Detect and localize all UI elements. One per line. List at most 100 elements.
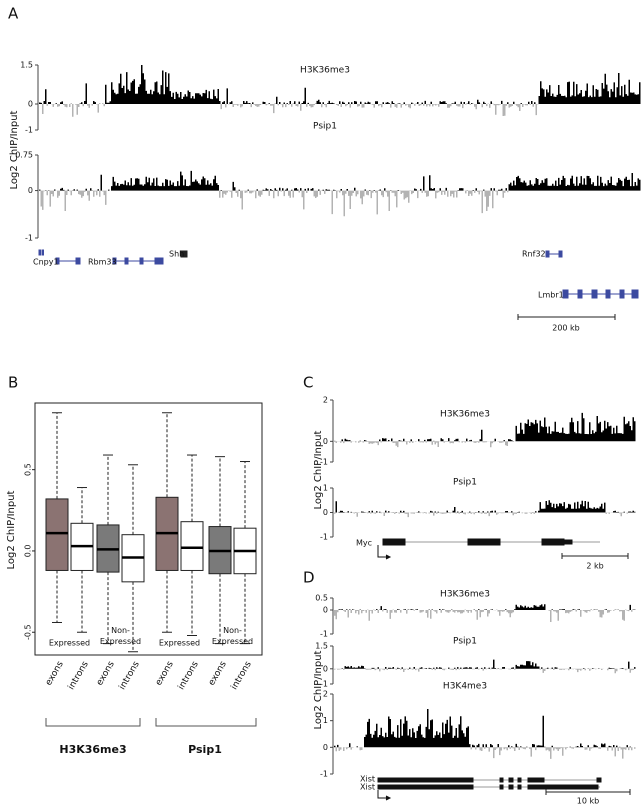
tick-label: -1 <box>25 234 33 243</box>
plot-frame <box>34 402 263 656</box>
signal-negative <box>40 190 509 217</box>
tick-label: 0.5 <box>315 594 328 603</box>
tick-label: 2 <box>323 690 328 699</box>
group-label: H3K36me3 <box>59 743 126 756</box>
box <box>45 498 69 571</box>
track-name: H3K36me3 <box>440 410 490 420</box>
exon <box>619 289 625 299</box>
group-label: Psip1 <box>188 743 222 756</box>
gene-label: Cnpy1 <box>33 258 59 267</box>
gene-model <box>377 777 602 801</box>
exon <box>75 257 81 265</box>
gene-model <box>377 538 600 560</box>
gene-label: Lmbr1 <box>538 291 564 300</box>
panel-label: D <box>303 569 315 587</box>
tick-label: 1 <box>323 484 328 493</box>
y-tick-label: 0.0 <box>24 545 33 558</box>
x-tick-label: exons <box>44 659 66 687</box>
x-tick-label: introns <box>118 659 142 691</box>
scale-bar <box>517 314 616 320</box>
subgroup-label: Expressed <box>49 639 90 648</box>
x-tick-label: introns <box>230 659 254 691</box>
exon <box>112 257 117 265</box>
signal-negative <box>335 441 516 448</box>
tick-label: -1 <box>320 630 328 639</box>
tick-label: -1 <box>320 680 328 689</box>
x-tick-label: exons <box>207 659 229 687</box>
signal-negative <box>334 512 628 518</box>
scale-label: 200 kb <box>552 324 580 333</box>
track-name: H3K36me3 <box>300 66 350 76</box>
tick-label: 2 <box>323 396 328 405</box>
signal-negative <box>42 104 539 117</box>
track-name: Psip1 <box>453 637 477 647</box>
y-axis-label: Log2 ChIP/Input <box>6 490 17 569</box>
exon <box>577 289 583 299</box>
exon <box>558 250 563 258</box>
x-tick-label: introns <box>67 659 91 691</box>
tick-label: 1.5 <box>315 642 328 651</box>
group-bracket <box>45 718 257 727</box>
subgroup-label: Non-Expressed <box>100 626 141 646</box>
tick-label: 1 <box>323 716 328 725</box>
tick-label: -1 <box>320 458 328 467</box>
signal-positive <box>335 500 636 513</box>
y-axis-label: Log2 ChIP/Input <box>9 110 20 189</box>
track-name: H3K4me3 <box>443 682 487 692</box>
box <box>180 521 204 571</box>
exon <box>631 289 639 299</box>
exon <box>562 289 569 299</box>
scale-label: 2 kb <box>586 562 603 571</box>
panel-label: A <box>8 5 19 23</box>
signal-positive <box>334 412 636 442</box>
tick-label: 0 <box>323 743 328 752</box>
tick-label: -1 <box>25 126 33 135</box>
scale-bar <box>545 789 631 795</box>
gene-label: Xist <box>360 775 375 784</box>
tick-label: -1 <box>320 770 328 779</box>
exon <box>591 289 598 299</box>
exon <box>180 250 188 258</box>
exon <box>139 257 144 265</box>
y-tick-label: -0.5 <box>24 624 33 640</box>
tick-label: 0 <box>323 606 328 615</box>
gene-label: Xist <box>360 783 375 792</box>
subgroup-label: Non-Expressed <box>212 626 253 646</box>
tick-label: -1 <box>320 533 328 542</box>
tick-label: 0 <box>323 437 328 446</box>
gene-label: Myc <box>356 539 372 548</box>
y-axis-label: Log2 ChIP/Input <box>313 650 324 729</box>
signal-negative <box>334 668 634 674</box>
gene-label: Rbm33 <box>88 258 117 267</box>
gene-models <box>38 249 639 299</box>
track-name: Psip1 <box>453 478 477 488</box>
panel-label: C <box>303 374 313 392</box>
scale-bar <box>561 553 629 559</box>
track-name: H3K36me3 <box>440 590 490 600</box>
exon <box>38 249 41 256</box>
exon <box>124 257 129 265</box>
signal-positive <box>334 709 634 748</box>
signal-positive <box>39 170 641 191</box>
y-tick-label: 0.5 <box>24 463 33 476</box>
x-tick-label: exons <box>95 659 117 687</box>
panel-label: B <box>8 374 18 392</box>
signal-positive <box>39 65 641 104</box>
signal-positive <box>341 659 636 669</box>
tick-label: 0 <box>28 186 33 195</box>
signal-negative <box>335 747 636 759</box>
tick-label: 0 <box>323 664 328 673</box>
x-tick-label: exons <box>154 659 176 687</box>
tick-label: 0.75 <box>15 151 33 160</box>
scale-label: 10 kb <box>577 797 599 806</box>
exon <box>545 250 550 258</box>
y-axis-label: Log2 ChIP/Input <box>313 430 324 509</box>
tick-label: 0 <box>323 508 328 517</box>
tick-label: 0 <box>28 100 33 109</box>
x-tick-label: introns <box>177 659 201 691</box>
exon <box>55 257 60 265</box>
track-name: Psip1 <box>313 122 337 132</box>
exon <box>605 289 611 299</box>
